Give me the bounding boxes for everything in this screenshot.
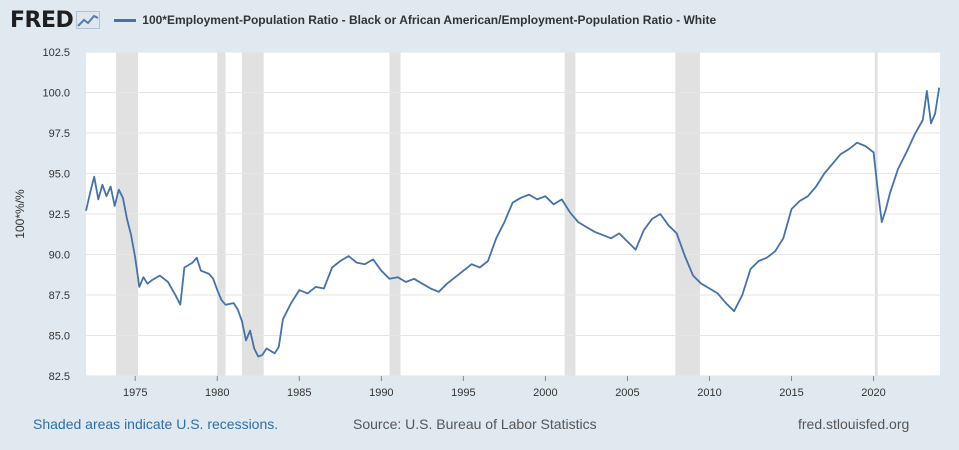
y-tick-label: 85.0: [49, 331, 70, 343]
x-tick-label: 1995: [451, 387, 475, 399]
gridlines: [86, 51, 940, 377]
line-chart[interactable]: 82.5 85.0 87.5 90.0 92.5 95.0 97.5 100.0 102.5 1…: [0, 40, 959, 415]
chart-header: FRED 100*Employment-Population Ratio - B…: [10, 6, 716, 34]
y-axis-ticks: 82.5 85.0 87.5 90.0 92.5 95.0 97.5 100.0 102.5: [42, 47, 70, 383]
fred-logo[interactable]: FRED: [10, 7, 101, 33]
fred-logo-text: FRED: [10, 7, 74, 33]
y-axis-label: 100*%/%: [13, 189, 27, 239]
site-url[interactable]: fred.stlouisfed.org: [798, 416, 910, 432]
x-axis-ticks: 1975 1980 1985 1990 1995 2000 2005 2010 2015 2020: [123, 376, 886, 399]
x-tick-label: 1980: [205, 387, 229, 399]
y-tick-label: 90.0: [49, 250, 70, 262]
x-tick-label: 1985: [287, 387, 311, 399]
legend-series-name: 100*Employment-Population Ratio - Black …: [142, 13, 717, 27]
legend-swatch: [114, 18, 137, 22]
y-tick-label: 97.5: [49, 128, 70, 140]
x-tick-label: 2000: [533, 387, 557, 399]
y-tick-label: 102.5: [42, 47, 70, 59]
recession-note-link[interactable]: Shaded areas indicate U.S. recessions.: [33, 416, 279, 432]
source-text: Source: U.S. Bureau of Labor Statistics: [353, 416, 597, 432]
y-tick-label: 87.5: [49, 290, 70, 302]
series-layer: [85, 87, 941, 358]
x-tick-label: 1975: [123, 387, 147, 399]
chart-legend: 100*Employment-Population Ratio - Black …: [114, 13, 716, 27]
y-tick-label: 100.0: [42, 88, 70, 100]
x-tick-label: 2005: [615, 387, 639, 399]
line-chart-icon: [76, 11, 101, 29]
x-tick-label: 1990: [369, 387, 393, 399]
x-tick-label: 2015: [779, 387, 803, 399]
y-tick-label: 95.0: [49, 169, 70, 181]
x-tick-label: 2020: [861, 387, 885, 399]
x-tick-label: 2010: [697, 387, 721, 399]
series-line: [85, 87, 941, 358]
y-tick-label: 92.5: [49, 209, 70, 221]
y-tick-label: 82.5: [49, 371, 70, 383]
